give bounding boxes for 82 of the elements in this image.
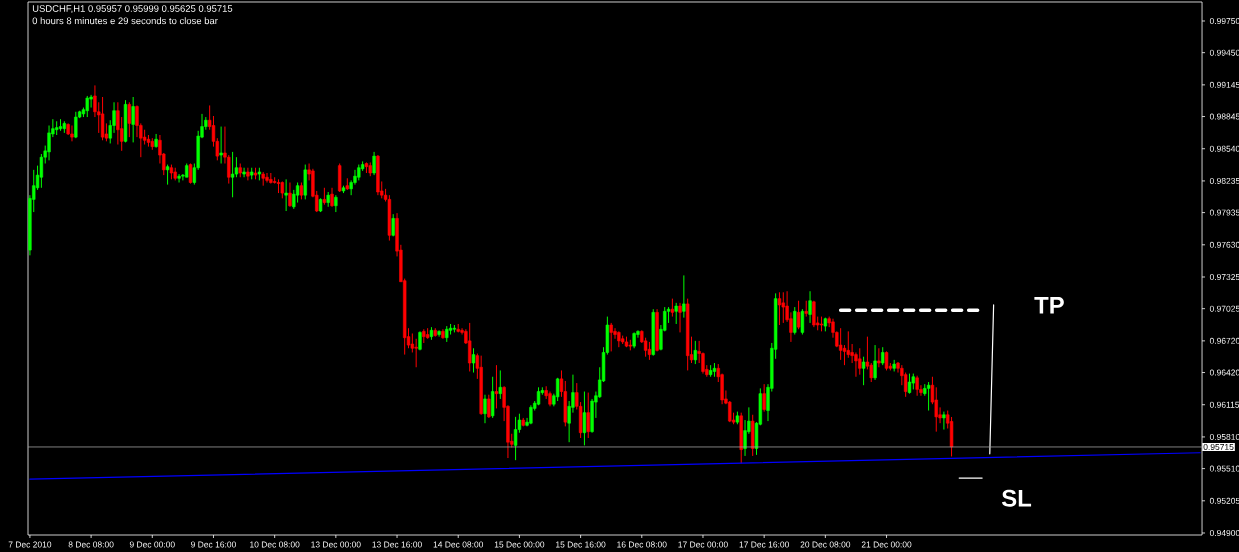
x-tick-label: 20 Dec 08:00 [800, 541, 851, 548]
x-tick-label: 15 Dec 16:00 [556, 541, 606, 548]
candlestick [414, 338, 418, 368]
candlestick [265, 172, 269, 184]
candlestick [693, 340, 697, 365]
candlestick [609, 322, 613, 352]
text: 0 hours 8 minutes e 29 seconds to close bar [32, 17, 218, 25]
candlestick [487, 394, 491, 419]
y-tick-label: 0.98540 [1209, 145, 1239, 152]
x-tick-label: 9 Dec 00:00 [129, 541, 175, 548]
x-tick-label: 7 Dec 2010 [8, 541, 52, 548]
y-tick-label: 0.97025 [1209, 305, 1239, 312]
candlestick [808, 290, 812, 324]
x-tick-label: 16 Dec 08:00 [617, 541, 667, 548]
y-tick-label: 0.98235 [1209, 177, 1239, 184]
y-tick-label: 0.95205 [1209, 497, 1239, 504]
candlestick [498, 369, 502, 400]
y-tick-label: 0.95510 [1209, 465, 1239, 472]
y-tick-label: 0.96420 [1209, 369, 1239, 376]
candlestick [781, 291, 785, 324]
y-tick-label: 0.96115 [1209, 401, 1239, 408]
x-tick-label: 10 Dec 08:00 [250, 541, 300, 548]
candlestick [284, 178, 288, 212]
x-tick-label: 13 Dec 16:00 [372, 541, 422, 548]
y-tick-label: 0.94900 [1209, 530, 1239, 536]
candlestick [372, 151, 376, 176]
x-tick-label: 15 Dec 00:00 [494, 541, 545, 548]
candlestick [242, 167, 246, 178]
annotation: TP [1034, 297, 1064, 314]
ref-line-label: 0.95715 [1203, 443, 1234, 450]
y-tick-label: 0.99450 [1209, 49, 1239, 56]
candlestick [682, 274, 686, 319]
candlestick [288, 182, 292, 208]
y-tick-label: 0.96720 [1209, 337, 1239, 344]
x-tick-label: 9 Dec 16:00 [191, 541, 236, 548]
x-tick-label: 14 Dec 08:00 [433, 541, 484, 548]
y-tick-label: 0.97935 [1209, 209, 1239, 216]
chart-title: USDCHF,H1 0.95957 0.95999 0.95625 0.95715 [32, 5, 233, 14]
candlestick [39, 153, 44, 189]
y-tick-label: 0.97325 [1209, 274, 1239, 280]
candlestick [861, 356, 866, 386]
candlestick [674, 302, 678, 325]
candlestick [85, 95, 89, 118]
candlestick [246, 167, 250, 181]
candlestick [468, 322, 472, 372]
candlestick [877, 347, 881, 368]
candlestick [762, 383, 766, 413]
candlestick [800, 308, 805, 336]
candlestick [330, 187, 334, 208]
y-tick-label: 0.99145 [1209, 81, 1239, 88]
annotation: SL [1001, 489, 1032, 507]
x-tick-label: 17 Dec 16:00 [739, 541, 789, 548]
candlestick [70, 125, 74, 142]
x-tick-label: 17 Dec 00:00 [678, 541, 728, 548]
y-tick-label: 0.97630 [1209, 241, 1239, 248]
x-tick-label: 21 Dec 00:00 [861, 541, 912, 548]
candlestick [678, 302, 682, 333]
candlestick [903, 372, 908, 398]
candlestick [586, 392, 590, 439]
candlestick [483, 394, 487, 424]
candlestick [915, 375, 919, 397]
y-tick-label: 0.98845 [1209, 113, 1239, 120]
candlestick [230, 151, 235, 198]
candlestick [131, 96, 135, 143]
candlestick [471, 347, 476, 374]
candlestick [74, 111, 78, 139]
x-tick-label: 8 Dec 08:00 [68, 541, 114, 548]
candlestick [793, 306, 797, 336]
candlestick [812, 300, 816, 328]
y-tick-label: 0.95810 [1209, 433, 1239, 440]
y-tick-label: 0.99750 [1209, 18, 1239, 24]
candlestick [410, 332, 415, 353]
candlestick [873, 344, 877, 381]
candlestick [127, 101, 132, 138]
candlestick [177, 173, 181, 184]
candlestick [858, 347, 862, 376]
candlestick [942, 411, 946, 431]
candlestick [219, 126, 223, 165]
candlestick [437, 329, 441, 338]
x-tick-label: 13 Dec 00:00 [311, 541, 361, 548]
candlestick [777, 291, 782, 326]
candlestick [796, 300, 801, 330]
